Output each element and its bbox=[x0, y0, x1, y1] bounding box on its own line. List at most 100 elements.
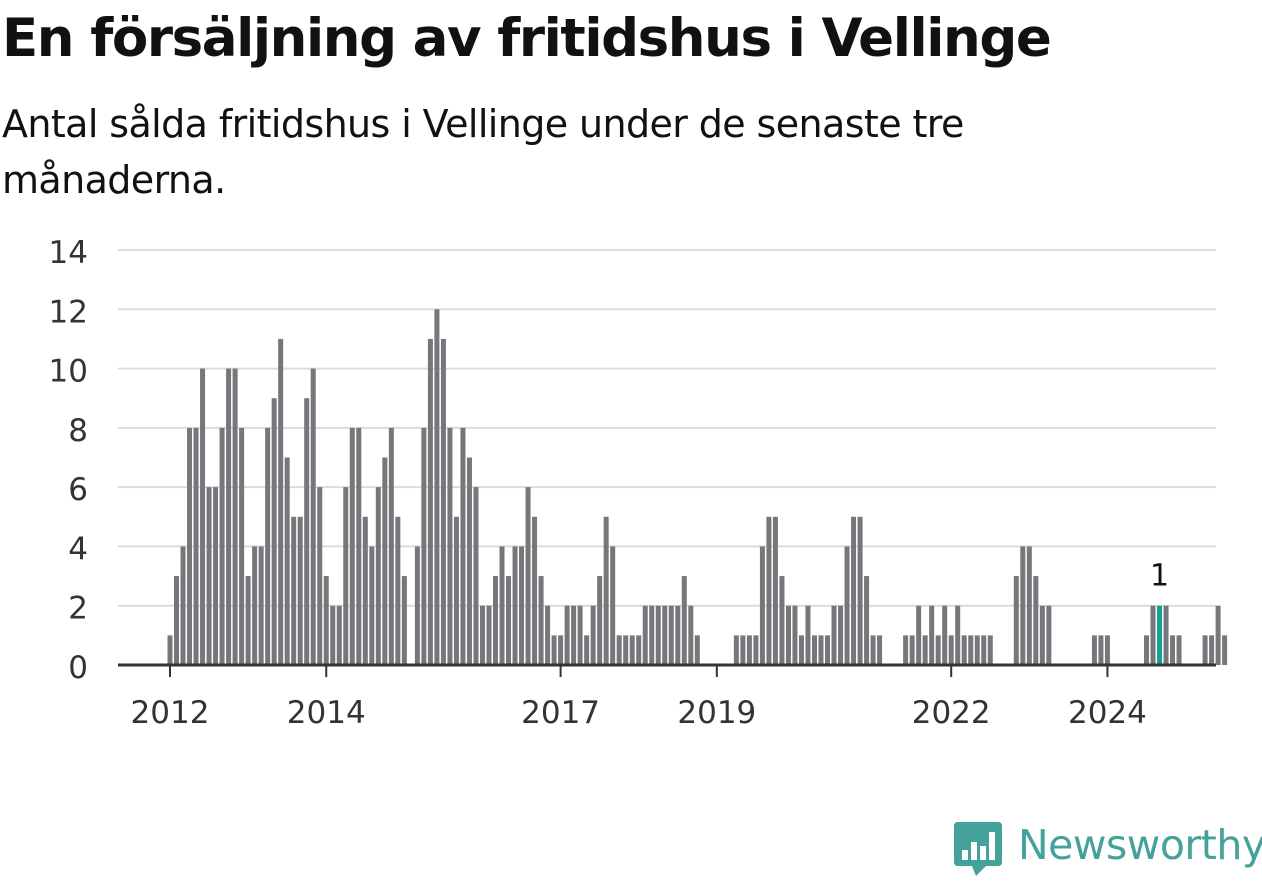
bar bbox=[955, 605, 961, 665]
bar bbox=[603, 516, 609, 665]
bar bbox=[668, 605, 674, 665]
bar bbox=[1222, 635, 1228, 665]
bar bbox=[675, 605, 681, 665]
bar bbox=[577, 605, 583, 665]
bar bbox=[479, 605, 485, 665]
bar bbox=[375, 487, 381, 665]
bar bbox=[278, 338, 284, 665]
bar bbox=[740, 635, 746, 665]
brand-name: Newsworthy bbox=[1018, 821, 1262, 869]
bar bbox=[935, 635, 941, 665]
bar bbox=[466, 457, 472, 665]
bar bbox=[427, 338, 433, 665]
bar bbox=[421, 427, 427, 665]
bar bbox=[733, 635, 739, 665]
y-tick-label: 12 bbox=[49, 294, 88, 330]
bar bbox=[252, 546, 258, 665]
bar bbox=[1215, 605, 1221, 665]
bar bbox=[948, 635, 954, 665]
bar bbox=[297, 516, 303, 665]
bar bbox=[310, 368, 316, 665]
bar bbox=[239, 427, 245, 665]
bar bbox=[1163, 605, 1169, 665]
bar bbox=[571, 605, 577, 665]
bar bbox=[506, 576, 512, 665]
bar bbox=[226, 368, 232, 665]
bar bbox=[1039, 605, 1045, 665]
bar bbox=[1013, 576, 1019, 665]
newsworthy-chart-badge-icon bbox=[954, 822, 1002, 876]
bar bbox=[232, 368, 238, 665]
bar bbox=[532, 516, 538, 665]
bar bbox=[382, 457, 388, 665]
bar bbox=[349, 427, 355, 665]
bar bbox=[1202, 635, 1208, 665]
bar bbox=[798, 635, 804, 665]
bar bbox=[942, 605, 948, 665]
bar bbox=[453, 516, 459, 665]
bar bbox=[343, 487, 349, 665]
bar bbox=[434, 309, 440, 665]
bar bbox=[213, 487, 219, 665]
bar bbox=[590, 605, 596, 665]
y-tick-label: 8 bbox=[68, 413, 88, 449]
bar bbox=[284, 457, 290, 665]
bar bbox=[447, 427, 453, 665]
bar bbox=[629, 635, 635, 665]
bar bbox=[844, 546, 850, 665]
y-tick-label: 2 bbox=[68, 591, 88, 627]
bar bbox=[493, 576, 498, 665]
bar bbox=[903, 635, 909, 665]
bar bbox=[870, 635, 876, 665]
y-tick-label: 10 bbox=[49, 354, 88, 390]
bar bbox=[271, 398, 277, 665]
bar bbox=[167, 635, 173, 665]
bar bbox=[330, 605, 336, 665]
bar bbox=[688, 605, 694, 665]
bar bbox=[1026, 546, 1032, 665]
bar bbox=[759, 546, 765, 665]
bar bbox=[597, 576, 603, 665]
x-tick-label: 2012 bbox=[131, 695, 210, 731]
bar bbox=[519, 546, 525, 665]
bar bbox=[174, 576, 180, 665]
bar bbox=[681, 576, 687, 665]
x-tick-label: 2017 bbox=[521, 695, 600, 731]
bar bbox=[525, 487, 531, 665]
brand-logo: Newsworthy bbox=[950, 818, 1262, 882]
bar bbox=[909, 635, 915, 665]
bar bbox=[1091, 635, 1097, 665]
bar bbox=[187, 427, 193, 665]
bar bbox=[206, 487, 212, 665]
bar bbox=[304, 398, 310, 665]
bar bbox=[877, 635, 883, 665]
bar bbox=[200, 368, 206, 665]
bar bbox=[1098, 635, 1104, 665]
bar bbox=[916, 605, 922, 665]
bar bbox=[1144, 635, 1149, 665]
bar bbox=[414, 546, 420, 665]
bar bbox=[857, 516, 863, 665]
y-tick-label: 4 bbox=[68, 531, 88, 567]
bar bbox=[766, 516, 772, 665]
bar bbox=[811, 635, 817, 665]
bar bbox=[460, 427, 466, 665]
bar bbox=[974, 635, 980, 665]
bar bbox=[772, 516, 778, 665]
y-tick-label: 0 bbox=[68, 650, 88, 686]
bar bbox=[818, 635, 824, 665]
bar bbox=[1104, 635, 1110, 665]
bar bbox=[245, 576, 251, 665]
bar bbox=[193, 427, 199, 665]
bar bbox=[785, 605, 791, 665]
bar bbox=[551, 635, 557, 665]
bar bbox=[388, 427, 394, 665]
bar bbox=[610, 546, 616, 665]
bar bbox=[395, 516, 401, 665]
bar bbox=[486, 605, 492, 665]
bar bbox=[369, 546, 375, 665]
bar bbox=[258, 546, 264, 665]
bar bbox=[838, 605, 844, 665]
x-tick-label: 2024 bbox=[1068, 695, 1147, 731]
highlight-bar bbox=[1157, 605, 1163, 665]
